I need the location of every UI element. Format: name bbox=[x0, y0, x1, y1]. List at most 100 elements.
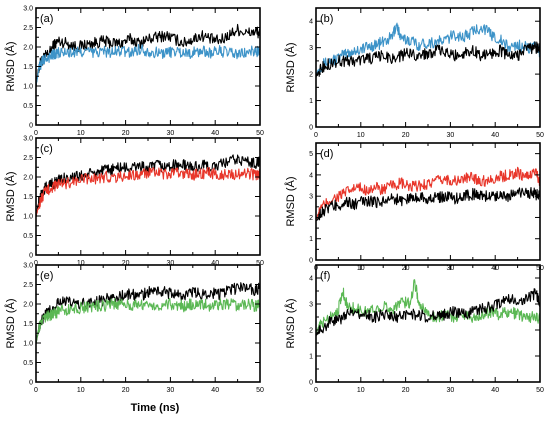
x-tick-label: 20 bbox=[402, 132, 410, 139]
y-axis-title: RMSD (Å) bbox=[284, 176, 297, 226]
panel-c-chart: 0 10 20 30 40 50 0 0.5 1.0 1.5 2.0 2.5 3.0 RMSD (Å) (c… bbox=[4, 136, 264, 268]
y-tick-label: 2 bbox=[309, 328, 313, 335]
y-tick-label: 1.5 bbox=[23, 194, 33, 201]
y-axis-title: RMSD (Å) bbox=[284, 298, 297, 348]
y-tick-label: 3.0 bbox=[23, 263, 33, 270]
series-line-1 bbox=[315, 166, 541, 221]
y-tick-label: 3 bbox=[309, 302, 313, 309]
y-axis-title: RMSD (Å) bbox=[4, 41, 17, 91]
y-tick-label: 0.5 bbox=[23, 233, 33, 240]
x-tick-label: 0 bbox=[34, 130, 38, 137]
x-tick-label: 0 bbox=[314, 387, 318, 394]
y-axis-title: RMSD (Å) bbox=[4, 171, 17, 221]
y-tick-label: 2 bbox=[309, 72, 313, 79]
x-tick-label: 30 bbox=[167, 130, 175, 137]
y-tick-label: 4 bbox=[309, 276, 313, 283]
y-axis-title: RMSD (Å) bbox=[284, 42, 297, 92]
x-tick-label: 40 bbox=[211, 387, 219, 394]
y-tick-label: 0 bbox=[29, 380, 33, 387]
x-tick-label: 20 bbox=[122, 387, 130, 394]
y-tick-label: 3 bbox=[309, 45, 313, 52]
series-line-2 bbox=[315, 186, 541, 222]
y-tick-label: 3.0 bbox=[23, 6, 33, 13]
x-tick-label: 0 bbox=[34, 260, 38, 267]
panel-a-chart: 0 10 20 30 40 50 0 0.5 1.0 1.5 2.0 2.5 3.0 RMSD (Å) (a… bbox=[4, 6, 264, 138]
plot-frame bbox=[35, 7, 261, 126]
series-line-1 bbox=[35, 23, 261, 88]
x-tick-label: 10 bbox=[77, 387, 85, 394]
y-tick-label: 2 bbox=[309, 215, 313, 222]
y-tick-label: 0 bbox=[29, 253, 33, 260]
y-tick-label: 1.0 bbox=[23, 341, 33, 348]
x-tick-label: 10 bbox=[77, 130, 85, 137]
x-tick-label: 50 bbox=[256, 260, 264, 267]
panel-f-chart: 0 10 20 30 40 50 0 1 2 3 4 RMSD (Å) (f) bbox=[284, 264, 544, 394]
y-tick-label: 0.5 bbox=[23, 103, 33, 110]
series-line-2 bbox=[35, 297, 261, 344]
x-tick-label: 20 bbox=[122, 130, 130, 137]
plot-frame bbox=[35, 137, 261, 256]
x-tick-label: 10 bbox=[77, 260, 85, 267]
panel-label: (c) bbox=[40, 143, 53, 155]
y-tick-label: 3.0 bbox=[23, 136, 33, 143]
y-tick-label: 2.0 bbox=[23, 302, 33, 309]
panel-e-chart: 0 10 20 30 40 50 0 0.5 1.0 1.5 2.0 2.5 3.0 RMSD (Å) (e… bbox=[4, 263, 264, 395]
x-tick-label: 50 bbox=[256, 130, 264, 137]
x-tick-label: 0 bbox=[314, 132, 318, 139]
y-tick-label: 0.5 bbox=[23, 360, 33, 367]
y-tick-label: 0 bbox=[309, 380, 313, 387]
panel-label: (a) bbox=[40, 13, 53, 25]
plot-frame bbox=[315, 7, 541, 128]
x-tick-label: 30 bbox=[447, 132, 455, 139]
y-tick-label: 0 bbox=[309, 125, 313, 132]
series-line-1 bbox=[315, 279, 541, 334]
y-tick-label: 2.5 bbox=[23, 155, 33, 162]
y-axis-title: RMSD (Å) bbox=[4, 298, 17, 348]
plot-area: 0 10 20 30 40 50 0 1 2 3 4 RMSD (Å) (b) bbox=[284, 7, 544, 139]
y-tick-label: 2.0 bbox=[23, 45, 33, 52]
plot-frame bbox=[315, 264, 541, 383]
x-tick-label: 20 bbox=[122, 260, 130, 267]
panel-label: (f) bbox=[320, 270, 330, 282]
plot-area: 0 10 20 30 40 50 0 1 2 3 4 RMSD (Å) (f) bbox=[284, 264, 544, 394]
x-tick-label: 50 bbox=[536, 132, 544, 139]
plot-area: 0 10 20 30 40 50 0 0.5 1.0 1.5 2.0 2.5 3.0 RMSD (Å) (c… bbox=[4, 136, 264, 268]
y-tick-label: 4 bbox=[309, 172, 313, 179]
plot-area: 0 10 20 30 40 50 0 0.5 1.0 1.5 2.0 2.5 3.0 RMSD (Å) (e… bbox=[4, 263, 264, 395]
x-axis-title: Time (ns) bbox=[130, 402, 180, 414]
panel-label: (e) bbox=[40, 270, 53, 282]
panel-label: (b) bbox=[320, 13, 333, 25]
x-tick-label: 10 bbox=[357, 387, 365, 394]
y-tick-label: 1.0 bbox=[23, 84, 33, 91]
series-line-1 bbox=[315, 22, 541, 76]
plot-area: 0 10 20 30 40 50 0 0.5 1.0 1.5 2.0 2.5 3.0 RMSD (Å) (a… bbox=[4, 6, 264, 138]
panel-label: (d) bbox=[320, 148, 333, 160]
y-tick-label: 2.0 bbox=[23, 175, 33, 182]
y-tick-label: 1.5 bbox=[23, 64, 33, 71]
y-tick-label: 2.5 bbox=[23, 282, 33, 289]
x-tick-label: 30 bbox=[167, 260, 175, 267]
y-tick-label: 2.5 bbox=[23, 25, 33, 32]
x-tick-label: 50 bbox=[256, 387, 264, 394]
y-tick-label: 0 bbox=[29, 123, 33, 130]
y-tick-label: 1 bbox=[309, 354, 313, 361]
y-tick-label: 3 bbox=[309, 194, 313, 201]
x-tick-label: 10 bbox=[357, 132, 365, 139]
x-tick-label: 40 bbox=[491, 387, 499, 394]
x-tick-label: 0 bbox=[34, 387, 38, 394]
y-tick-label: 5 bbox=[309, 151, 313, 158]
plot-area: 01020304050012345RMSD (Å)(d) bbox=[284, 142, 544, 272]
y-tick-label: 1 bbox=[309, 98, 313, 105]
y-tick-label: 4 bbox=[309, 19, 313, 26]
x-tick-label: 40 bbox=[211, 260, 219, 267]
y-tick-label: 1.0 bbox=[23, 214, 33, 221]
y-tick-label: 1 bbox=[309, 236, 313, 243]
plot-frame bbox=[35, 264, 261, 383]
x-tick-label: 30 bbox=[447, 387, 455, 394]
panel-b-chart: 0 10 20 30 40 50 0 1 2 3 4 RMSD (Å) (b) bbox=[284, 7, 544, 139]
x-tick-label: 20 bbox=[402, 387, 410, 394]
y-tick-label: 1.5 bbox=[23, 321, 33, 328]
x-tick-label: 40 bbox=[491, 132, 499, 139]
series-line-2 bbox=[315, 41, 541, 78]
